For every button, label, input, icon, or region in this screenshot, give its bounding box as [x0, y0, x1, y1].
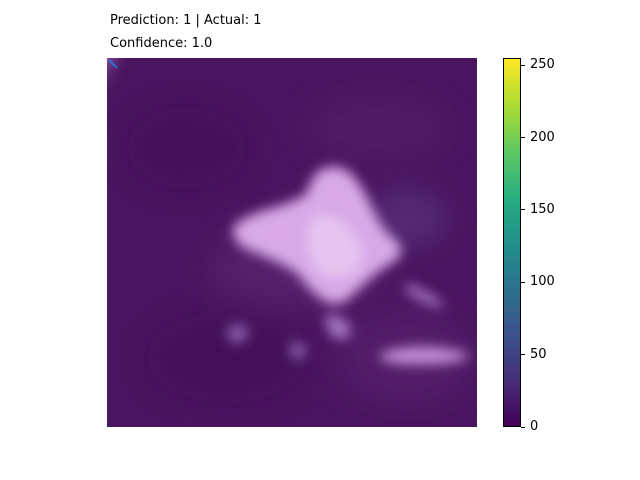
colorbar-tick-mark: [521, 426, 525, 428]
colorbar-tick-label: 100: [530, 274, 555, 290]
bright-blob: [226, 166, 469, 365]
colorbar-tick-mark: [521, 281, 525, 283]
colorbar-tick-mark: [521, 137, 525, 139]
colorbar-tick-label: 150: [530, 201, 555, 217]
heatmap-image-svg: [107, 58, 477, 427]
corner-highlight: [107, 58, 143, 118]
heatmap-image: [107, 58, 477, 427]
colorbar-tick-label: 0: [530, 419, 539, 434]
colorbar-tick-label: 250: [530, 57, 555, 73]
prediction-title: Prediction: 1 | Actual: 1: [110, 13, 262, 28]
colorbar-tick-mark: [521, 209, 525, 211]
confidence-title: Confidence: 1.0: [110, 36, 213, 51]
colorbar: [503, 58, 521, 427]
colorbar-tick-mark: [521, 64, 525, 66]
colorbar-tick-label: 50: [530, 346, 547, 362]
corner-mark: [108, 59, 118, 69]
colorbar-tick-label: 200: [530, 129, 555, 145]
colorbar-tick-mark: [521, 354, 525, 356]
